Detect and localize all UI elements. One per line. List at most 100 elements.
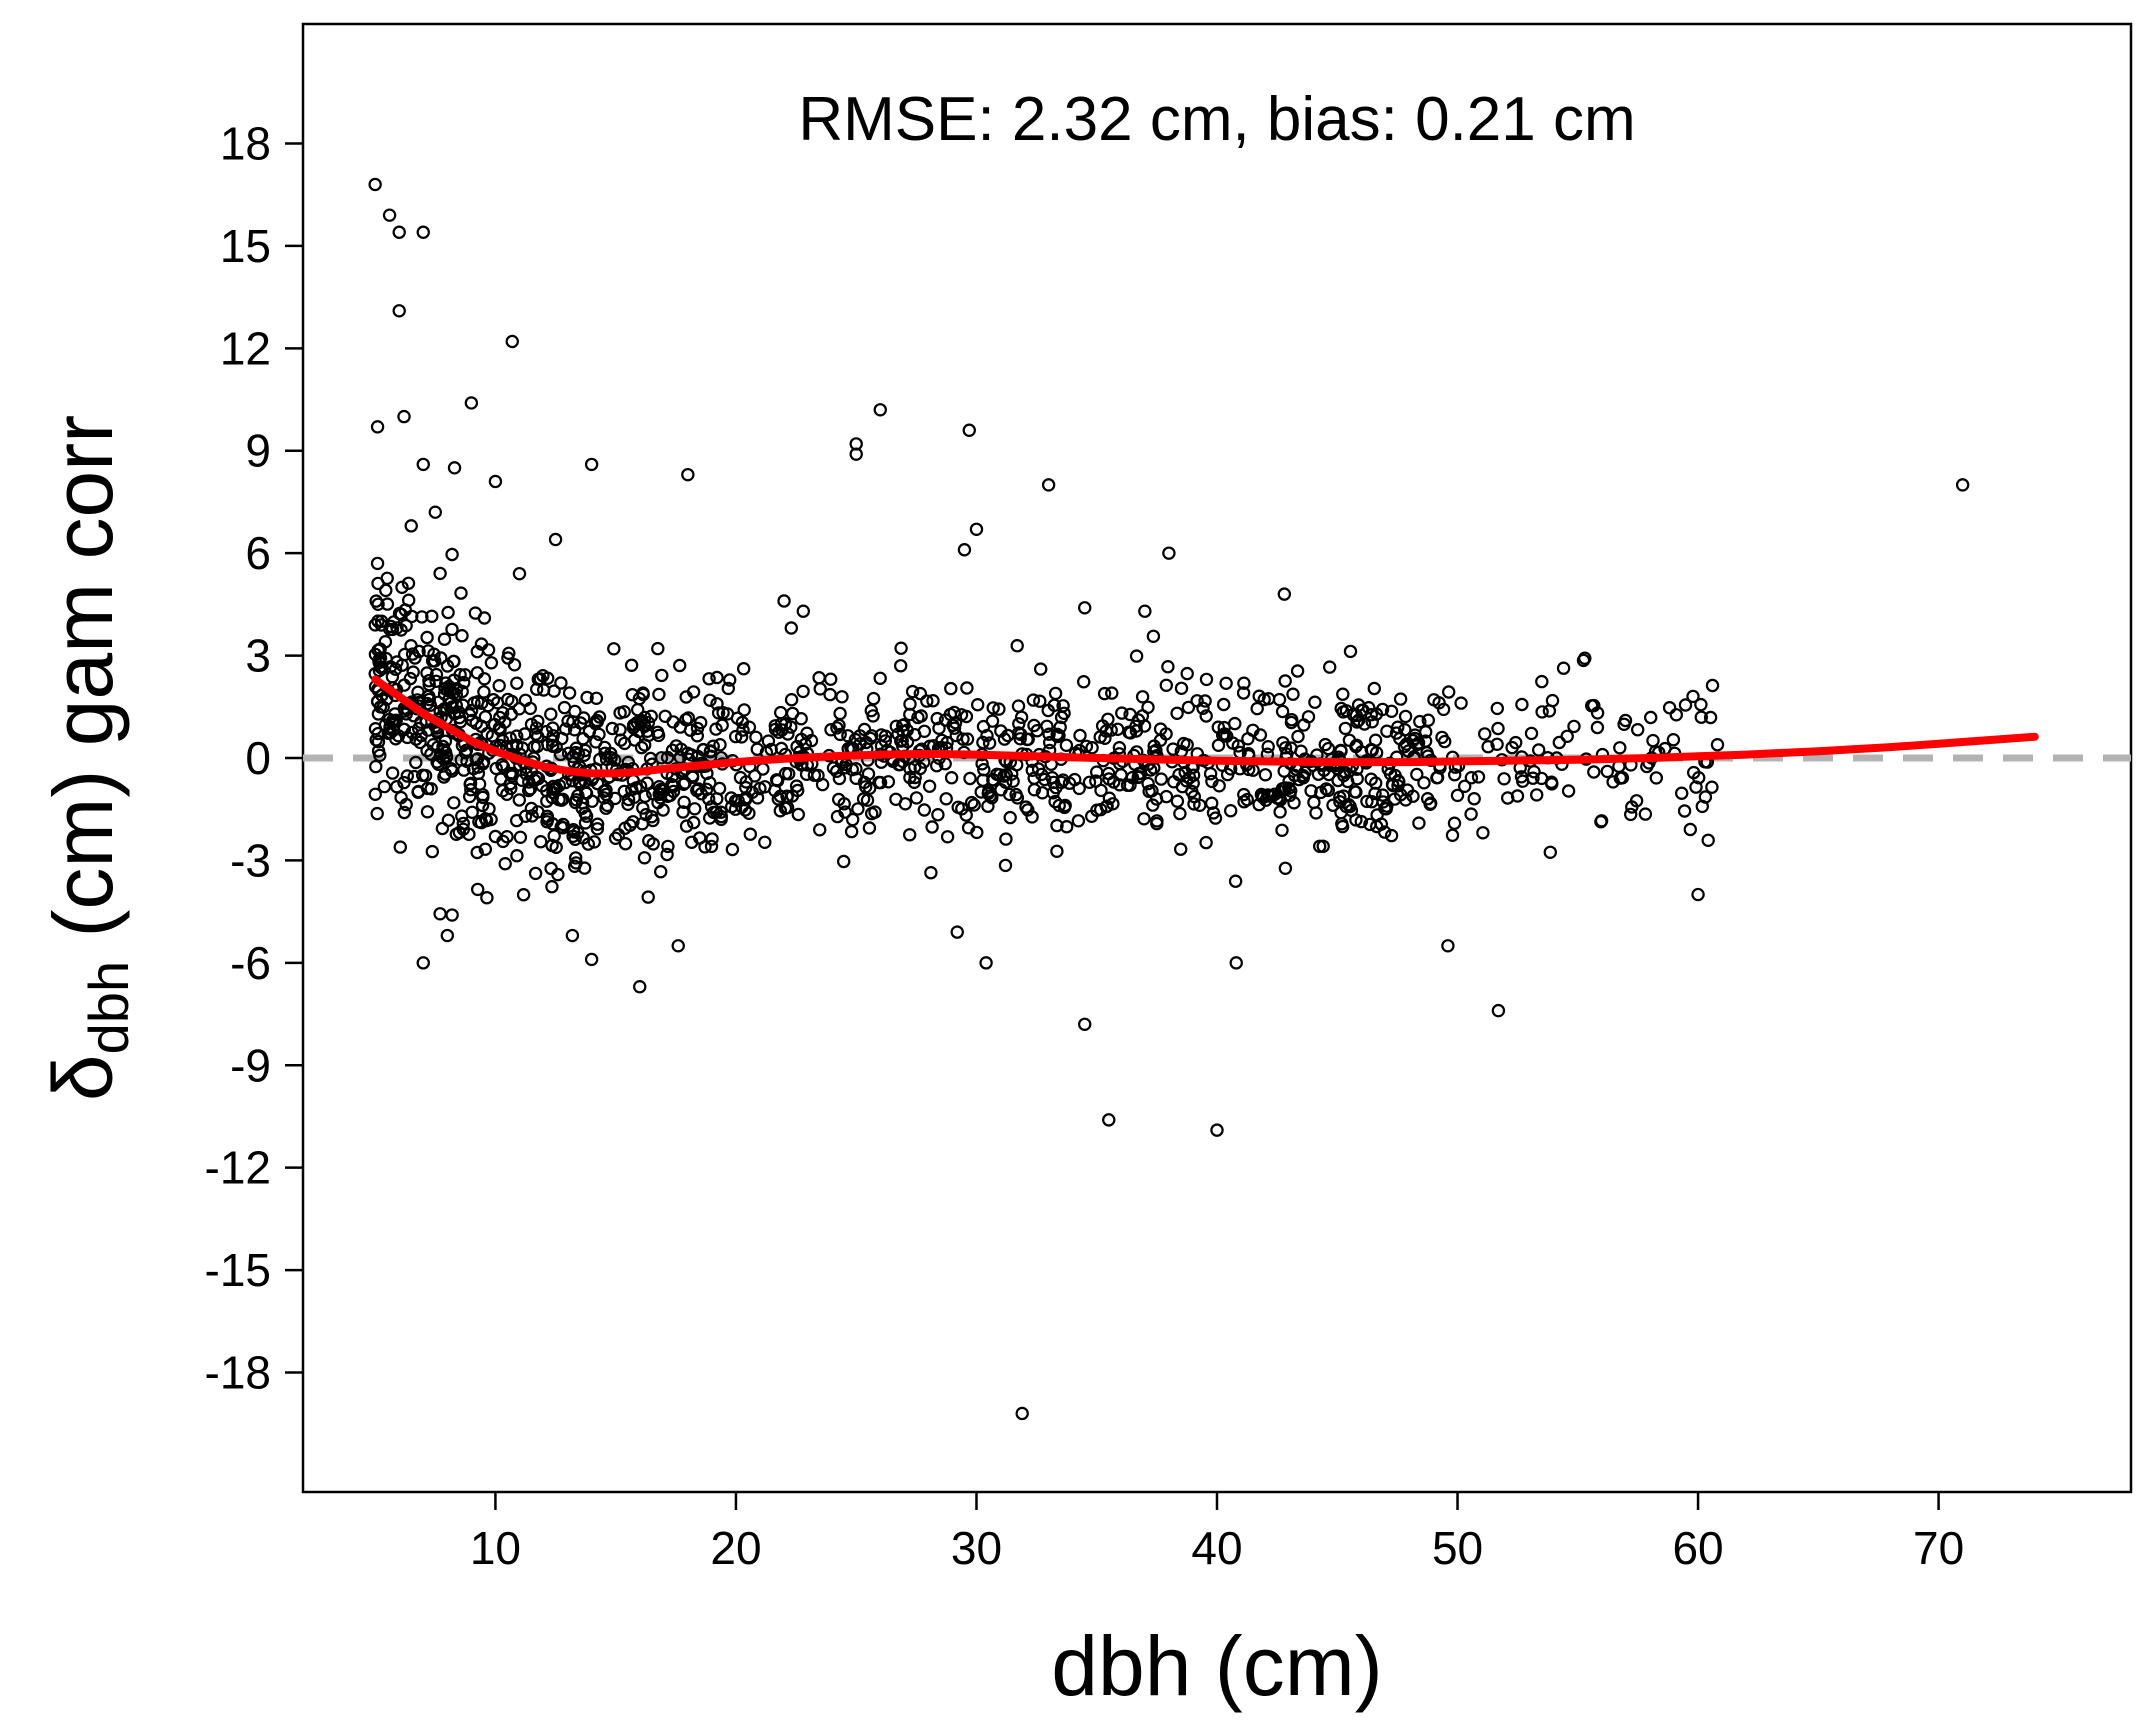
scatter-point xyxy=(1210,1123,1224,1137)
scatter-point xyxy=(1056,699,1070,713)
scatter-point xyxy=(571,747,586,761)
scatter-point xyxy=(1666,733,1681,747)
scatter-point xyxy=(1490,737,1504,752)
x-tick-label: 30 xyxy=(951,1522,1002,1574)
scatter-point xyxy=(655,668,669,683)
scatter-point xyxy=(390,780,404,794)
scatter-point xyxy=(605,721,620,736)
scatter-point xyxy=(496,734,510,748)
scatter-point xyxy=(704,839,719,854)
scatter-point xyxy=(1531,743,1546,757)
scatter-point xyxy=(1048,686,1063,701)
scatter-point xyxy=(393,840,407,854)
scatter-point xyxy=(1093,802,1108,817)
scatter-point xyxy=(604,746,618,761)
scatter-point xyxy=(412,721,426,736)
scatter-point xyxy=(1326,798,1340,812)
scatter-point xyxy=(409,755,423,770)
scatter-point xyxy=(480,891,494,905)
y-axis-label-symbol: δ xyxy=(36,1054,130,1101)
scatter-point xyxy=(546,729,560,743)
scatter-point xyxy=(416,768,430,783)
scatter-point xyxy=(1312,839,1327,854)
scatter-point xyxy=(445,547,459,562)
scatter-point xyxy=(1147,739,1161,753)
scatter-point xyxy=(541,671,555,685)
scatter-point xyxy=(1309,806,1323,820)
scatter-point xyxy=(430,726,445,740)
scatter-point xyxy=(1368,776,1383,790)
scatter-point xyxy=(1542,704,1557,718)
scatter-point xyxy=(971,698,985,712)
scatter-point xyxy=(394,607,408,622)
scatter-point xyxy=(552,778,567,793)
scatter-point xyxy=(939,792,953,806)
scatter-point xyxy=(420,781,435,796)
scatter-point xyxy=(698,840,712,854)
scatter-point xyxy=(846,812,860,827)
scatter-point xyxy=(1561,784,1576,798)
scatter-point xyxy=(665,778,679,792)
scatter-point xyxy=(999,768,1014,782)
scatter-point xyxy=(1282,781,1296,795)
scatter-point xyxy=(402,593,416,607)
scatter-point xyxy=(967,798,981,812)
scatter-point xyxy=(416,225,430,239)
scatter-point xyxy=(914,709,928,723)
scatter-point xyxy=(824,672,838,686)
scatter-point xyxy=(1623,807,1638,822)
scatter-point xyxy=(415,610,429,624)
scatter-point xyxy=(1543,845,1558,860)
scatter-point xyxy=(1257,692,1271,707)
scatter-point xyxy=(690,721,705,736)
scatter-point xyxy=(1272,692,1287,707)
scatter-point xyxy=(1441,685,1456,699)
scatter-point xyxy=(571,826,585,840)
scatter-point xyxy=(804,733,819,748)
scatter-point xyxy=(729,729,743,744)
scatter-point xyxy=(385,766,400,780)
scatter-point xyxy=(503,731,517,745)
scatter-point xyxy=(1334,744,1348,758)
scatter-point xyxy=(661,839,675,854)
scatter-point xyxy=(981,786,996,801)
scatter-point xyxy=(405,647,420,661)
scatter-point xyxy=(454,586,468,600)
chart-annotation: RMSE: 2.32 cm, bias: 0.21 cm xyxy=(798,85,1635,154)
scatter-point xyxy=(1250,701,1264,716)
scatter-point xyxy=(1683,822,1698,837)
scatter-point xyxy=(565,928,580,943)
scatter-point xyxy=(385,622,400,637)
scatter-point xyxy=(1078,601,1092,615)
scatter-point xyxy=(523,701,538,716)
scatter-point xyxy=(1377,825,1392,839)
scatter-point xyxy=(998,858,1013,873)
scatter-point xyxy=(482,802,496,816)
scatter-point xyxy=(1584,699,1599,713)
scatter-point xyxy=(960,681,974,695)
scatter-point xyxy=(832,718,846,733)
scatter-point xyxy=(465,805,479,820)
scatter-point xyxy=(1467,792,1481,806)
scatter-point xyxy=(1041,478,1056,492)
scatter-point xyxy=(623,818,637,833)
scatter-point xyxy=(577,748,591,762)
scatter-point xyxy=(833,727,847,742)
scatter-point xyxy=(1524,726,1539,741)
scatter-point xyxy=(1011,726,1026,740)
scatter-point xyxy=(1556,661,1571,675)
scatter-point xyxy=(428,505,442,519)
scatter-point xyxy=(1082,775,1097,790)
scatter-point xyxy=(784,621,799,635)
scatter-point xyxy=(406,665,420,679)
scatter-point xyxy=(909,791,924,805)
scatter-point xyxy=(1205,774,1219,789)
scatter-point xyxy=(1159,678,1174,693)
scatter-point xyxy=(908,728,922,742)
scatter-point xyxy=(863,781,877,795)
scatter-point xyxy=(861,767,876,781)
scatter-point xyxy=(1360,794,1374,809)
scatter-point xyxy=(1703,710,1718,725)
scatter-point xyxy=(930,759,944,773)
